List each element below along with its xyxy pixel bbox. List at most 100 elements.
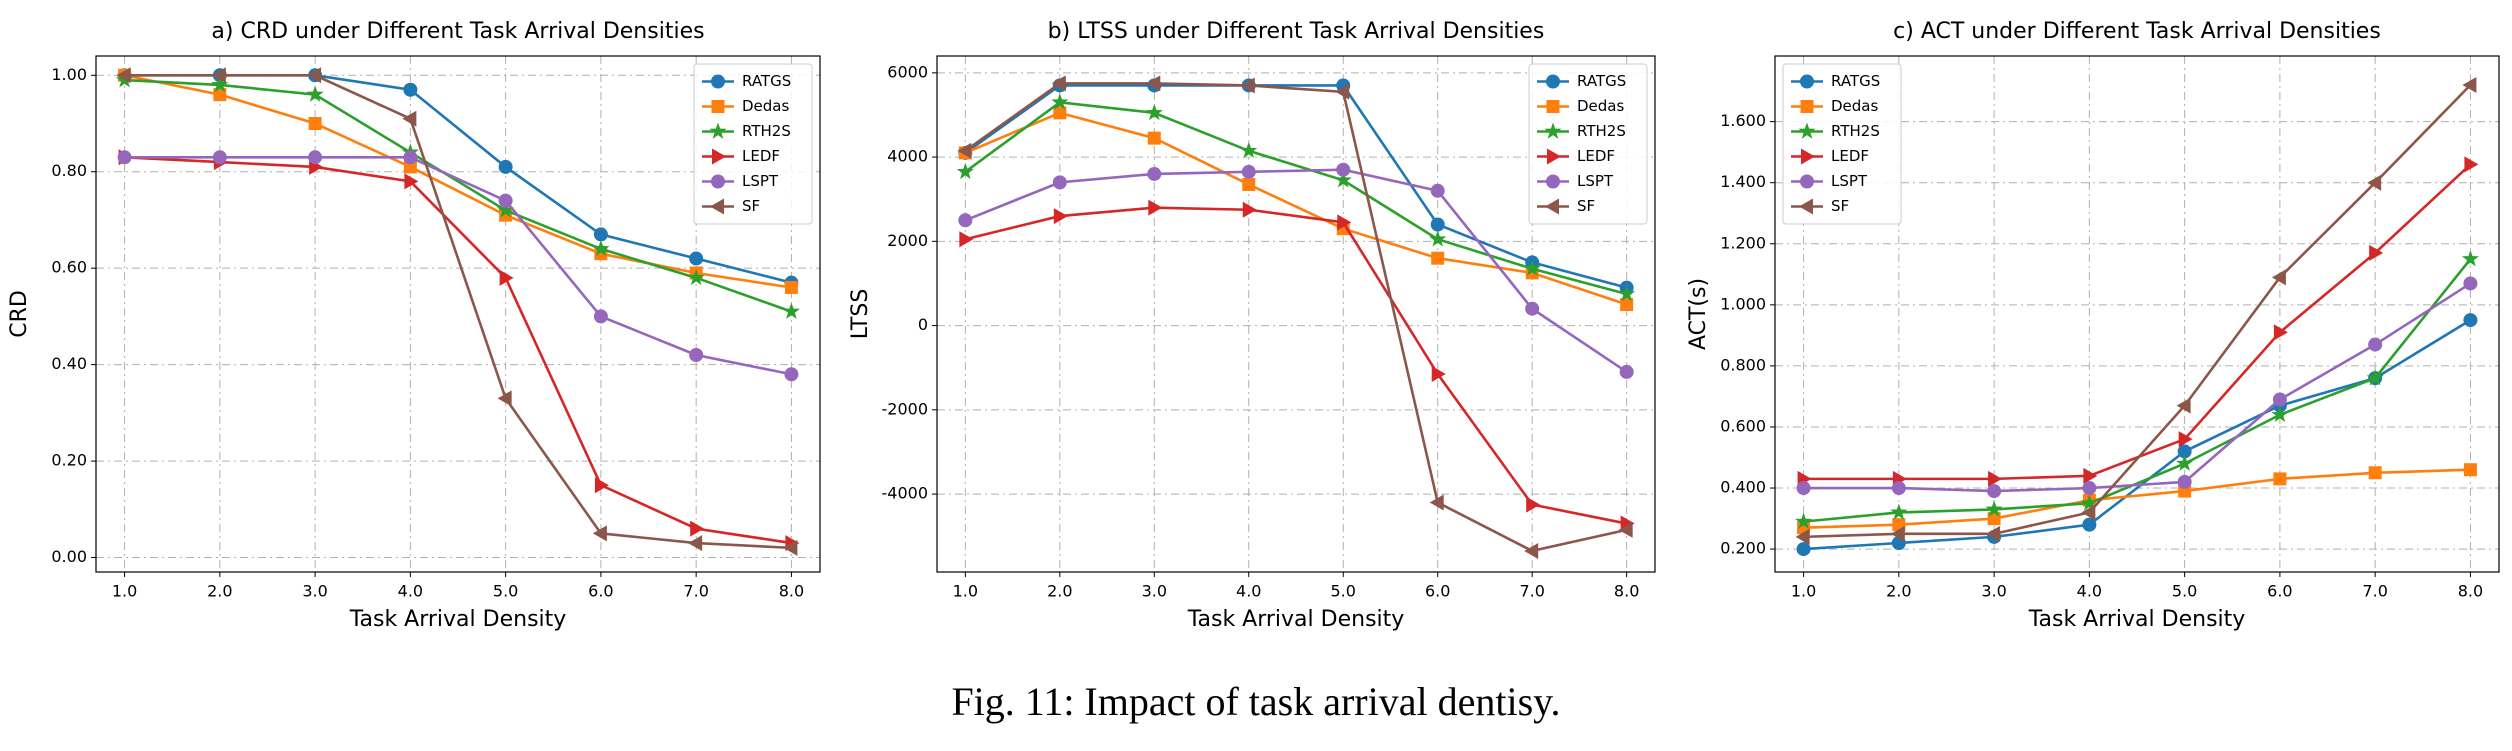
marker <box>1547 148 1561 165</box>
marker <box>116 67 131 84</box>
x-tick-label: 8.0 <box>779 582 804 601</box>
chart-title: b) LTSS under Different Task Arrival Den… <box>1048 19 1545 44</box>
marker <box>404 173 419 190</box>
x-tick-label: 2.0 <box>1886 582 1911 601</box>
y-tick-label: 0.80 <box>51 161 87 180</box>
legend-label: LEDF <box>742 147 780 165</box>
x-tick-label: 3.0 <box>302 582 327 601</box>
marker <box>1800 74 1814 89</box>
y-tick-label: 1.000 <box>1720 294 1766 313</box>
x-tick-label: 8.0 <box>2458 582 2483 601</box>
marker <box>689 251 704 266</box>
marker <box>1240 141 1258 159</box>
y-tick-label: 0.20 <box>51 451 87 470</box>
marker <box>783 539 798 556</box>
marker <box>1146 75 1161 92</box>
marker <box>1430 183 1445 198</box>
marker <box>2080 494 2098 511</box>
marker <box>1618 521 1633 538</box>
marker <box>117 150 132 165</box>
legend-label: Dedas <box>1831 97 1878 115</box>
marker <box>2271 269 2286 286</box>
marker <box>2176 454 2194 471</box>
legend-label: LEDF <box>1831 147 1869 165</box>
marker <box>1544 122 1562 139</box>
marker <box>958 213 973 228</box>
marker <box>709 122 727 139</box>
legend-label: RATGS <box>742 72 791 90</box>
marker <box>2462 77 2477 94</box>
axes-frame <box>936 55 1656 573</box>
marker <box>2178 431 2193 448</box>
y-tick-label: 0.600 <box>1720 416 1766 435</box>
marker <box>1988 470 2003 487</box>
marker <box>1336 162 1351 177</box>
marker <box>211 75 229 93</box>
marker <box>1334 171 1352 188</box>
marker <box>307 67 322 84</box>
marker <box>1524 542 1539 559</box>
marker <box>711 100 725 113</box>
series-line <box>964 100 1627 296</box>
series-line <box>964 111 1628 306</box>
marker <box>594 477 609 494</box>
legend-label: Dedas <box>1577 97 1624 115</box>
legend-label: SF <box>742 197 760 215</box>
series-line <box>1803 258 2472 523</box>
marker <box>2366 369 2384 386</box>
x-tick-label: 2.0 <box>1047 582 1072 601</box>
series-line <box>1803 468 2471 530</box>
series-line <box>1803 282 2472 493</box>
marker <box>2271 405 2289 423</box>
marker <box>784 367 799 382</box>
y-axis-label: CRD <box>7 290 32 338</box>
x-tick-label: 4.0 <box>2077 582 2102 601</box>
caption: Fig. 11: Impact of task arrival dentisy. <box>951 679 1560 724</box>
marker <box>1431 366 1446 383</box>
marker <box>593 227 608 242</box>
y-tick-label: 1.200 <box>1720 233 1766 252</box>
marker <box>1240 77 1255 94</box>
y-tick-label: 0.40 <box>51 354 87 373</box>
series-line <box>124 73 792 550</box>
marker <box>498 159 513 174</box>
marker <box>497 390 512 407</box>
x-tick-label: 7.0 <box>2362 582 2387 601</box>
x-tick-label: 1.0 <box>1791 582 1816 601</box>
marker <box>1546 100 1560 113</box>
marker <box>306 85 324 102</box>
marker <box>1801 148 1815 165</box>
marker <box>2368 337 2383 352</box>
marker <box>1242 201 1257 218</box>
marker <box>1891 481 1906 496</box>
series-line <box>124 155 792 545</box>
y-tick-label: 0 <box>918 315 928 334</box>
marker <box>1795 512 1813 529</box>
marker <box>1431 251 1445 265</box>
marker <box>212 150 227 165</box>
series-line <box>965 206 1627 525</box>
legend-label: LEDF <box>1577 147 1615 165</box>
x-tick-label: 5.0 <box>2172 582 2197 601</box>
chart-title: c) ACT under Different Task Arrival Dens… <box>1893 19 2381 44</box>
x-axis-label: Task Arrival Density <box>349 607 567 632</box>
series-line <box>1803 84 2472 539</box>
series-line <box>964 82 1627 553</box>
marker <box>1145 103 1163 121</box>
marker <box>1546 74 1560 89</box>
marker <box>2367 174 2382 191</box>
marker <box>690 520 705 537</box>
marker <box>2273 472 2287 486</box>
legend-label: LSPT <box>1577 172 1614 190</box>
axes-frame <box>95 55 821 573</box>
marker <box>2461 250 2479 267</box>
marker <box>403 160 417 174</box>
marker <box>1147 166 1162 181</box>
marker <box>1523 259 1541 276</box>
marker <box>2081 504 2096 521</box>
marker <box>2463 463 2477 477</box>
series-line <box>1803 318 2472 551</box>
x-tick-label: 6.0 <box>588 582 613 601</box>
marker <box>688 535 703 552</box>
marker <box>1525 301 1540 316</box>
